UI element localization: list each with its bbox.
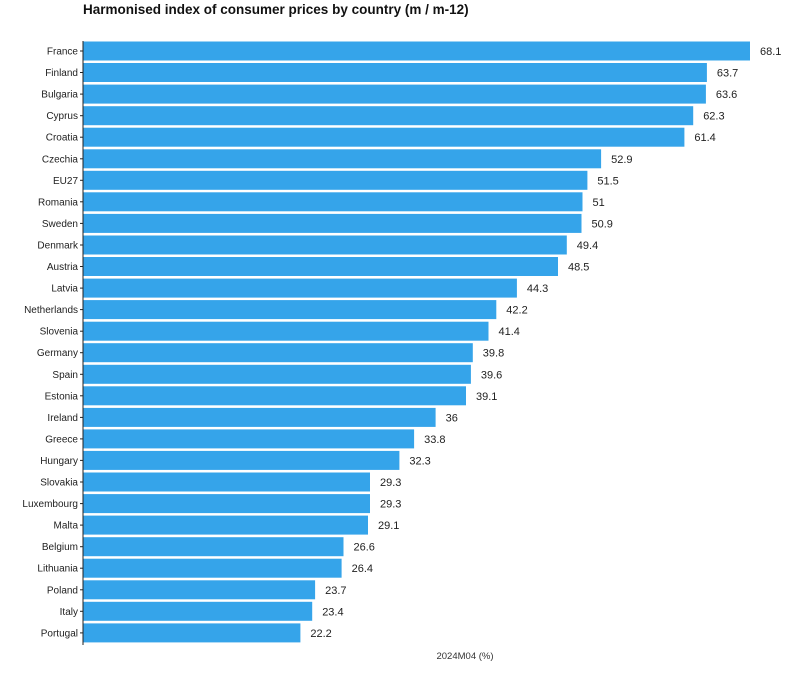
bar-slovenia <box>83 321 489 341</box>
category-label: Hungary <box>40 456 78 467</box>
data-label: 51.5 <box>597 175 618 187</box>
data-label: 23.7 <box>325 585 346 597</box>
bar-italy <box>83 601 313 621</box>
bar-lithuania <box>83 558 342 578</box>
category-label: Czechia <box>42 154 79 165</box>
bar-romania <box>83 192 583 212</box>
bar-group <box>83 41 750 643</box>
bar-austria <box>83 257 558 276</box>
data-label: 36 <box>446 412 458 424</box>
category-label: Slovakia <box>40 478 78 489</box>
bar-sweden <box>83 213 582 233</box>
bar-latvia <box>83 278 517 298</box>
bar-denmark <box>83 235 567 255</box>
category-label: Slovenia <box>40 327 79 338</box>
category-label: Ireland <box>47 413 78 424</box>
bar-estonia <box>83 386 466 406</box>
bar-poland <box>83 580 316 600</box>
data-label: 41.4 <box>499 326 520 338</box>
category-label: Germany <box>37 348 78 359</box>
category-label: France <box>47 47 79 58</box>
category-label: Lithuania <box>37 564 78 575</box>
bar-czechia <box>83 149 602 169</box>
data-label: 51 <box>593 197 605 209</box>
bar-germany <box>83 343 473 363</box>
category-label: Spain <box>52 370 78 381</box>
category-label: Denmark <box>37 241 79 252</box>
bar-malta <box>83 515 368 535</box>
data-label: 63.6 <box>716 89 737 101</box>
category-label: Italy <box>60 607 78 618</box>
category-label: Luxembourg <box>22 499 78 510</box>
data-label: 29.3 <box>380 499 401 511</box>
data-label: 33.8 <box>424 434 445 446</box>
data-label: 26.4 <box>352 563 373 575</box>
category-label: Netherlands <box>24 305 78 316</box>
data-label: 32.3 <box>409 455 430 467</box>
category-label: Bulgaria <box>41 90 78 101</box>
category-label: Poland <box>47 585 78 596</box>
data-label: 44.3 <box>527 283 548 295</box>
bar-bulgaria <box>83 84 706 104</box>
category-label: Sweden <box>42 219 78 230</box>
bar-spain <box>83 364 471 384</box>
bar-belgium <box>83 537 344 557</box>
bar-cyprus <box>83 106 694 126</box>
data-label: 42.2 <box>506 305 527 317</box>
data-label: 68.1 <box>760 46 781 58</box>
bar-greece <box>83 429 415 449</box>
data-label: 61.4 <box>694 132 715 144</box>
data-label: 63.7 <box>717 68 738 80</box>
category-label: Estonia <box>45 391 79 402</box>
category-label: Romania <box>38 197 78 208</box>
bar-croatia <box>83 127 685 147</box>
data-label: 39.1 <box>476 391 497 403</box>
category-label: Greece <box>45 434 78 445</box>
chart-title: Harmonised index of consumer prices by c… <box>83 2 469 17</box>
data-label: 62.3 <box>703 111 724 123</box>
category-label: Portugal <box>41 628 78 639</box>
data-label: 52.9 <box>611 154 632 166</box>
data-label: 22.2 <box>310 628 331 640</box>
data-label: 48.5 <box>568 262 589 274</box>
category-label: Belgium <box>42 542 78 553</box>
bar-luxembourg <box>83 494 370 514</box>
category-label: EU27 <box>53 176 78 187</box>
category-label: Austria <box>47 262 79 273</box>
category-label: Cyprus <box>46 111 78 122</box>
category-label: Latvia <box>51 284 78 295</box>
bar-france <box>83 41 750 61</box>
data-label: 29.3 <box>380 477 401 489</box>
bar-hungary <box>83 450 400 470</box>
data-label: 39.8 <box>483 348 504 360</box>
data-label: 49.4 <box>577 240 598 252</box>
category-label: Croatia <box>46 133 79 144</box>
x-axis-title: 2024M04 (%) <box>436 651 493 662</box>
bar-slovakia <box>83 472 370 492</box>
data-label: 39.6 <box>481 369 502 381</box>
data-label: 50.9 <box>592 218 613 230</box>
label-group: France 68.1 Finland 63.7 Bulgaria 63.6 Cyprus 6… <box>22 46 781 640</box>
category-label: Finland <box>45 68 78 79</box>
bar-finland <box>83 63 707 82</box>
data-label: 26.6 <box>354 542 375 554</box>
bar-netherlands <box>83 300 497 320</box>
bar-ireland <box>83 407 436 427</box>
category-label: Malta <box>54 521 79 532</box>
bar-eu27 <box>83 170 588 190</box>
data-label: 29.1 <box>378 520 399 532</box>
data-label: 23.4 <box>322 606 343 618</box>
bar-portugal <box>83 623 301 643</box>
